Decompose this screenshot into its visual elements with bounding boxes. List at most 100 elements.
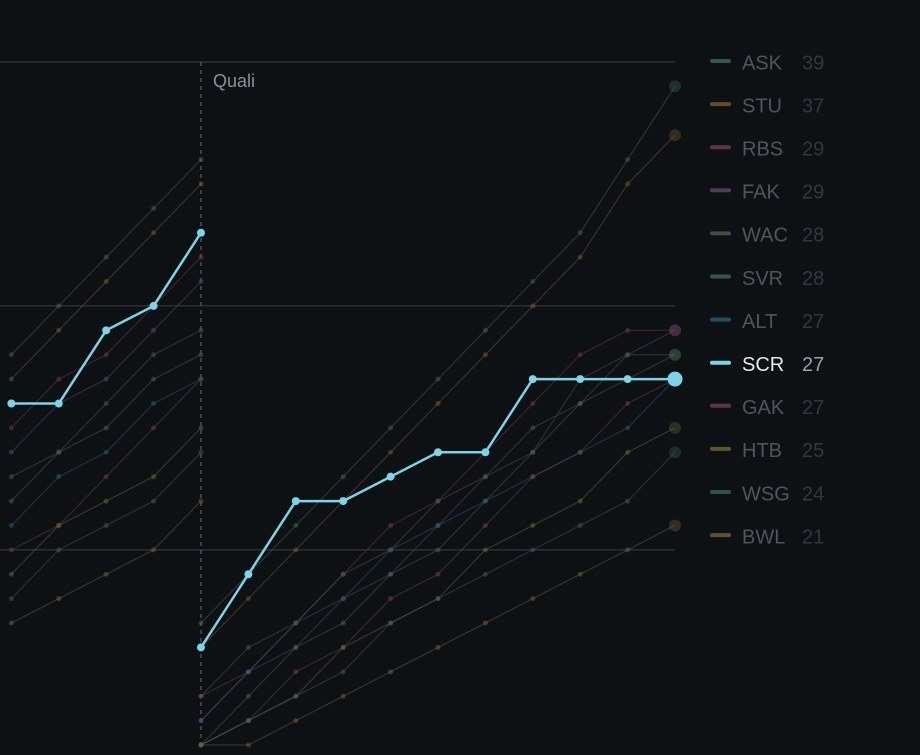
point bbox=[340, 693, 346, 699]
point bbox=[625, 352, 631, 358]
point bbox=[8, 352, 14, 358]
point bbox=[481, 448, 490, 457]
annotation-label: Quali bbox=[213, 71, 255, 91]
legend-value: 29 bbox=[802, 138, 824, 160]
point bbox=[245, 718, 251, 724]
point bbox=[103, 474, 109, 480]
legend-value: 28 bbox=[802, 225, 824, 247]
point bbox=[340, 620, 346, 626]
point bbox=[56, 327, 62, 333]
point bbox=[103, 425, 109, 431]
legend-value: 28 bbox=[802, 268, 824, 290]
point bbox=[56, 474, 62, 480]
end-marker bbox=[669, 519, 681, 532]
point bbox=[245, 742, 251, 748]
point bbox=[244, 570, 253, 579]
legend-value: 27 bbox=[802, 397, 824, 419]
legend-name: BWL bbox=[742, 526, 785, 548]
point bbox=[530, 474, 536, 480]
legend-name: GAK bbox=[742, 397, 785, 419]
point bbox=[8, 522, 14, 528]
point bbox=[340, 596, 346, 602]
point bbox=[339, 497, 348, 506]
point bbox=[293, 522, 299, 528]
point bbox=[151, 498, 157, 504]
end-marker bbox=[667, 371, 683, 387]
point bbox=[482, 547, 488, 553]
legend: ASK 39 STU 37 RBS 29 FAK 29 WAC 28 SVR 28 ALT 27 SCR 27… bbox=[710, 52, 824, 548]
point bbox=[151, 352, 157, 358]
point bbox=[8, 547, 14, 553]
point bbox=[530, 279, 536, 285]
plot-area bbox=[7, 80, 683, 748]
point bbox=[577, 571, 583, 577]
point bbox=[198, 498, 204, 504]
point bbox=[388, 571, 394, 577]
point bbox=[435, 644, 441, 650]
end-marker bbox=[669, 324, 681, 337]
legend-name: ASK bbox=[742, 52, 783, 74]
point bbox=[151, 230, 157, 236]
point bbox=[151, 376, 157, 382]
point bbox=[103, 352, 109, 358]
point bbox=[388, 669, 394, 675]
legend-value: 29 bbox=[802, 182, 824, 204]
legend-name: WSG bbox=[742, 483, 790, 505]
point bbox=[8, 449, 14, 455]
point bbox=[198, 742, 204, 748]
point bbox=[103, 401, 109, 406]
point bbox=[198, 425, 204, 431]
point bbox=[56, 303, 62, 309]
legend-value: 27 bbox=[802, 311, 824, 333]
point bbox=[625, 449, 631, 455]
point bbox=[56, 547, 62, 553]
point bbox=[293, 644, 299, 650]
end-marker bbox=[669, 324, 681, 337]
point bbox=[8, 571, 14, 577]
point bbox=[435, 547, 441, 553]
end-marker bbox=[669, 446, 681, 459]
point bbox=[103, 254, 109, 260]
grid: Quali bbox=[0, 61, 675, 750]
legend-value: 37 bbox=[802, 95, 824, 117]
point bbox=[293, 693, 299, 699]
point bbox=[151, 401, 157, 406]
point bbox=[625, 547, 631, 553]
point bbox=[8, 376, 14, 382]
point bbox=[577, 230, 583, 236]
legend-name: HTB bbox=[742, 440, 782, 462]
legend-value: 24 bbox=[802, 483, 824, 505]
legend-value: 21 bbox=[802, 526, 824, 548]
point bbox=[482, 522, 488, 528]
point bbox=[291, 497, 300, 506]
point bbox=[103, 376, 109, 382]
point bbox=[386, 472, 395, 481]
point bbox=[293, 620, 299, 626]
point bbox=[482, 620, 488, 626]
end-marker bbox=[669, 129, 681, 142]
point bbox=[388, 522, 394, 528]
legend-name: ALT bbox=[742, 311, 777, 333]
point bbox=[293, 718, 299, 724]
point bbox=[435, 498, 441, 504]
point bbox=[8, 425, 14, 431]
point bbox=[433, 448, 442, 457]
point bbox=[340, 571, 346, 577]
point bbox=[103, 449, 109, 455]
point bbox=[198, 352, 204, 358]
point bbox=[198, 157, 204, 163]
point bbox=[530, 547, 536, 553]
point bbox=[482, 352, 488, 358]
point bbox=[8, 596, 14, 602]
point bbox=[196, 643, 205, 652]
point bbox=[245, 693, 251, 699]
point bbox=[577, 401, 583, 406]
point bbox=[293, 669, 299, 675]
point bbox=[625, 401, 631, 406]
point bbox=[577, 254, 583, 260]
point bbox=[8, 498, 14, 504]
point bbox=[530, 522, 536, 528]
end-marker bbox=[669, 348, 681, 361]
point bbox=[54, 399, 63, 408]
point bbox=[198, 449, 204, 455]
